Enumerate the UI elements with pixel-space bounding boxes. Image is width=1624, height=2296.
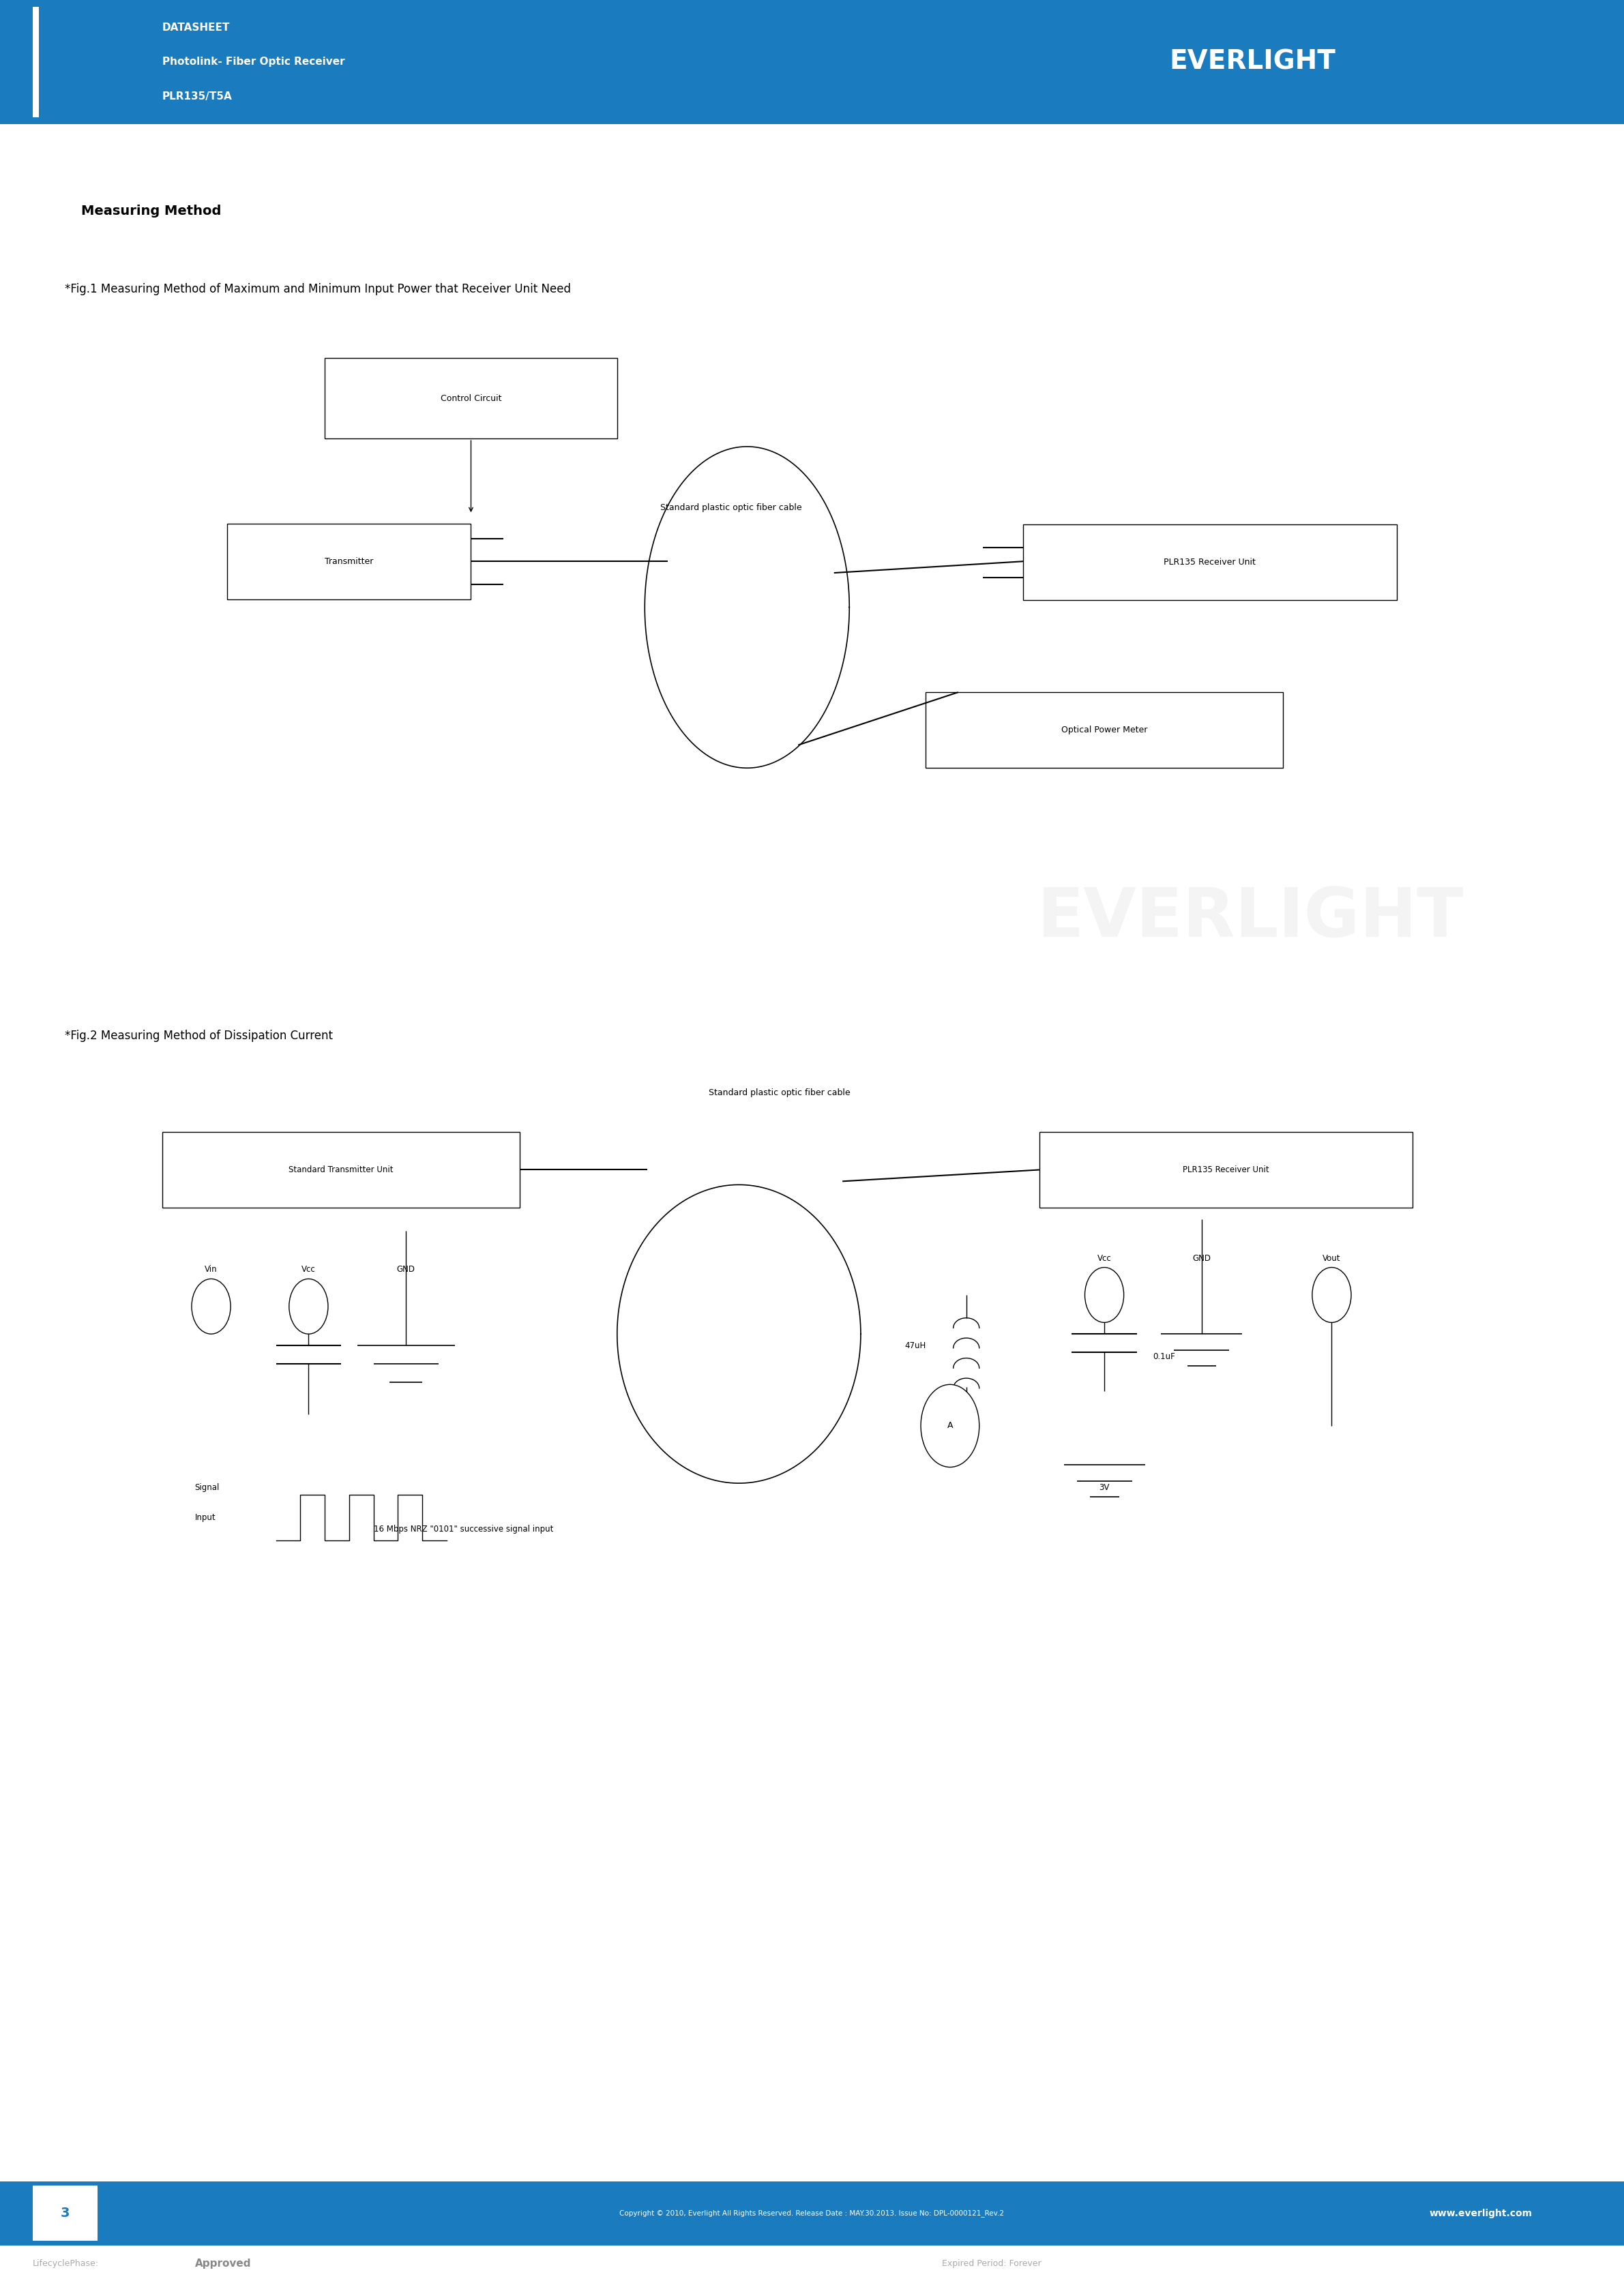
FancyBboxPatch shape (325, 358, 617, 439)
Text: Photolink- Fiber Optic Receiver: Photolink- Fiber Optic Receiver (162, 57, 344, 67)
Text: Vout: Vout (1322, 1254, 1341, 1263)
Text: 47uH: 47uH (905, 1341, 926, 1350)
Text: EVERLIGHT: EVERLIGHT (1169, 48, 1335, 76)
Circle shape (289, 1279, 328, 1334)
Text: Vcc: Vcc (302, 1265, 315, 1274)
FancyBboxPatch shape (227, 523, 471, 599)
Text: Input: Input (195, 1513, 216, 1522)
FancyBboxPatch shape (1023, 526, 1397, 602)
Circle shape (192, 1279, 231, 1334)
Text: LifecyclePhase:: LifecyclePhase: (32, 2259, 99, 2268)
Text: Copyright © 2010, Everlight All Rights Reserved. Release Date : MAY.30.2013. Iss: Copyright © 2010, Everlight All Rights R… (620, 2209, 1004, 2218)
Circle shape (1085, 1267, 1124, 1322)
Text: Vcc: Vcc (1098, 1254, 1111, 1263)
FancyBboxPatch shape (926, 693, 1283, 769)
Text: 16 Mbps NRZ "0101" successive signal input: 16 Mbps NRZ "0101" successive signal inp… (374, 1525, 554, 1534)
Text: Approved: Approved (195, 2259, 252, 2268)
Text: Standard Transmitter Unit: Standard Transmitter Unit (289, 1166, 393, 1173)
Text: 3V: 3V (1099, 1483, 1109, 1492)
Text: Standard plastic optic fiber cable: Standard plastic optic fiber cable (659, 503, 802, 512)
Text: DATASHEET: DATASHEET (162, 23, 231, 32)
Text: PLR135 Receiver Unit: PLR135 Receiver Unit (1164, 558, 1255, 567)
FancyBboxPatch shape (0, 0, 1624, 124)
Text: Vin: Vin (205, 1265, 218, 1274)
Text: *Fig.2 Measuring Method of Dissipation Current: *Fig.2 Measuring Method of Dissipation C… (65, 1029, 333, 1042)
FancyBboxPatch shape (1039, 1132, 1413, 1208)
Text: 0.1uF: 0.1uF (1153, 1352, 1176, 1362)
Text: www.everlight.com: www.everlight.com (1429, 2209, 1531, 2218)
FancyBboxPatch shape (162, 1132, 520, 1208)
Text: Signal: Signal (195, 1483, 219, 1492)
FancyBboxPatch shape (32, 7, 39, 117)
Text: Transmitter: Transmitter (325, 558, 374, 565)
Text: *Fig.1 Measuring Method of Maximum and Minimum Input Power that Receiver Unit Ne: *Fig.1 Measuring Method of Maximum and M… (65, 282, 572, 296)
Text: GND: GND (396, 1265, 416, 1274)
Text: Measuring Method: Measuring Method (81, 204, 221, 218)
Text: PLR135/T5A: PLR135/T5A (162, 92, 232, 101)
Text: EVERLIGHT: EVERLIGHT (1038, 886, 1463, 951)
FancyBboxPatch shape (32, 2186, 97, 2241)
Text: 3: 3 (60, 2206, 70, 2220)
FancyBboxPatch shape (0, 2181, 1624, 2245)
Circle shape (1312, 1267, 1351, 1322)
Text: Standard plastic optic fiber cable: Standard plastic optic fiber cable (708, 1088, 851, 1097)
Text: GND: GND (1192, 1254, 1212, 1263)
Text: Expired Period: Forever: Expired Period: Forever (942, 2259, 1041, 2268)
Text: Optical Power Meter: Optical Power Meter (1060, 726, 1148, 735)
Circle shape (921, 1384, 979, 1467)
Text: PLR135 Receiver Unit: PLR135 Receiver Unit (1182, 1166, 1270, 1173)
Text: A: A (947, 1421, 953, 1430)
Text: Control Circuit: Control Circuit (440, 395, 502, 402)
